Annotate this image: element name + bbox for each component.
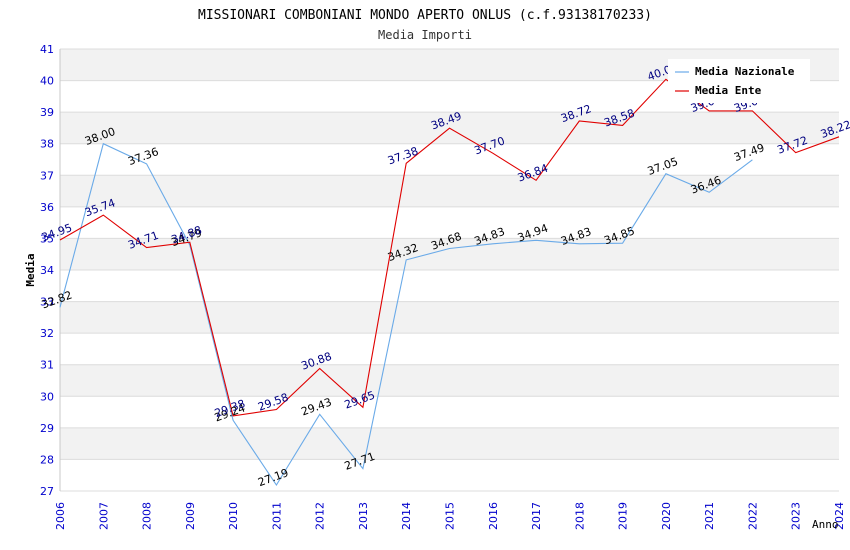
x-tick-label: 2013 — [357, 502, 370, 530]
x-tick-label: 2014 — [400, 502, 413, 530]
x-tick-label: 2022 — [746, 502, 759, 530]
y-tick-label: 40 — [40, 75, 54, 88]
y-tick-label: 31 — [40, 359, 54, 372]
y-tick-label: 39 — [40, 106, 54, 119]
plot-band — [60, 427, 839, 460]
x-tick-label: 2017 — [530, 502, 543, 530]
y-tick-label: 27 — [40, 485, 54, 498]
y-tick-label: 33 — [40, 296, 54, 309]
x-tick-label: 2023 — [790, 502, 803, 530]
plot-band — [60, 301, 839, 334]
x-tick-label: 2015 — [444, 502, 457, 530]
y-tick-label: 28 — [40, 453, 54, 466]
series-line-media-nazionale — [59, 142, 753, 487]
x-tick-label: 2006 — [54, 502, 67, 530]
legend-box — [668, 59, 810, 103]
y-tick-label: 38 — [40, 138, 54, 151]
chart-subtitle: Media Importi — [378, 28, 472, 42]
x-tick-label: 2020 — [660, 502, 673, 530]
plot-background — [60, 49, 839, 491]
y-tick-label: 41 — [40, 43, 54, 56]
plot-band — [60, 206, 839, 239]
x-tick-label: 2019 — [617, 502, 630, 530]
plot-band — [60, 143, 839, 176]
x-axis-label: Anno — [812, 518, 839, 531]
x-tick-label: 2010 — [227, 502, 240, 530]
chart-title: MISSIONARI COMBONIANI MONDO APERTO ONLUS… — [198, 8, 652, 23]
plot-band — [60, 270, 839, 302]
series-lines — [59, 78, 840, 487]
plot-band — [60, 396, 839, 428]
x-tick-label: 2016 — [487, 502, 500, 530]
legend-label-media-ente: Media Ente — [695, 84, 762, 97]
grid-lines — [60, 48, 839, 492]
y-tick-label: 34 — [40, 264, 54, 277]
y-tick-label: 30 — [40, 390, 54, 403]
y-tick-label: 36 — [40, 201, 54, 214]
y-axis-ticks: 27 28 29 30 31 32 33 34 35 36 37 38 39 40 41 — [40, 43, 54, 498]
legend-label-media-nazionale: Media Nazionale — [695, 65, 795, 78]
x-tick-label: 2021 — [703, 502, 716, 530]
plot-band — [60, 364, 839, 397]
x-axis-ticks: 2006 2007 2008 2009 2010 2011 2012 2013 2014 2015… — [54, 502, 846, 530]
y-tick-label: 32 — [40, 327, 54, 340]
x-tick-label: 2008 — [141, 502, 154, 530]
x-tick-label: 2024 — [833, 502, 846, 530]
y-tick-label: 29 — [40, 422, 54, 435]
legend: Media Nazionale Media Ente — [668, 59, 810, 103]
x-tick-label: 2011 — [270, 502, 283, 530]
x-tick-label: 2012 — [314, 502, 327, 530]
x-tick-label: 2007 — [97, 502, 110, 530]
y-axis-label: Media — [24, 253, 37, 286]
y-tick-label: 37 — [40, 169, 54, 182]
x-tick-label: 2009 — [184, 502, 197, 530]
y-tick-label: 35 — [40, 232, 54, 245]
x-tick-label: 2018 — [573, 502, 586, 530]
plot-band — [60, 333, 839, 365]
plot-band — [60, 459, 839, 491]
plot-band — [60, 175, 839, 207]
series-line-media-ente — [59, 78, 840, 417]
